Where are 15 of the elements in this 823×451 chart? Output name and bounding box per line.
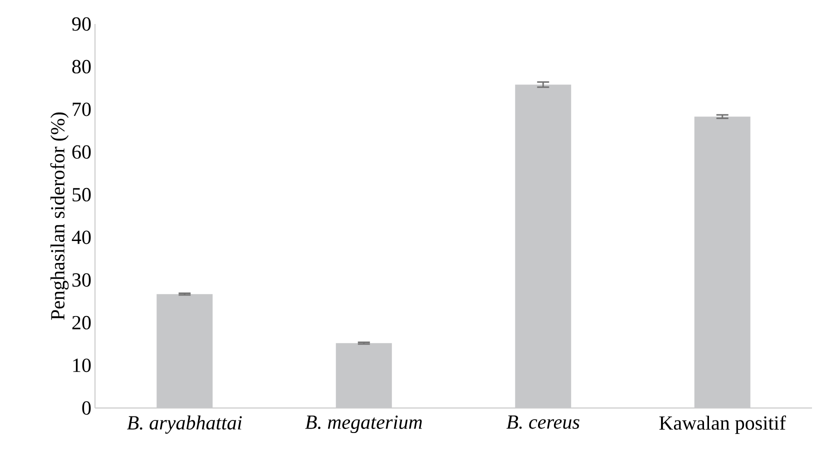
y-tick-label: 40 <box>72 230 91 244</box>
x-tick-label: Kawalan positif <box>659 416 786 434</box>
x-tick-label: B. cereus <box>506 416 580 429</box>
x-tick-label: B. aryabhattai <box>127 416 242 434</box>
y-tick-label: 0 <box>82 401 91 415</box>
y-tick-label: 50 <box>72 188 91 202</box>
y-tick-label: 20 <box>72 316 91 330</box>
y-tick-label: 70 <box>72 102 91 116</box>
y-tick-label: 80 <box>72 60 91 74</box>
y-tick-label: 90 <box>72 17 91 31</box>
y-axis-title: Penghasilan siderofor (%) <box>50 112 69 320</box>
y-tick-label: 60 <box>72 145 91 159</box>
x-tick-label: B. megaterium <box>305 416 422 434</box>
y-tick-label: 10 <box>73 358 91 372</box>
y-tick-label: 30 <box>72 273 91 287</box>
